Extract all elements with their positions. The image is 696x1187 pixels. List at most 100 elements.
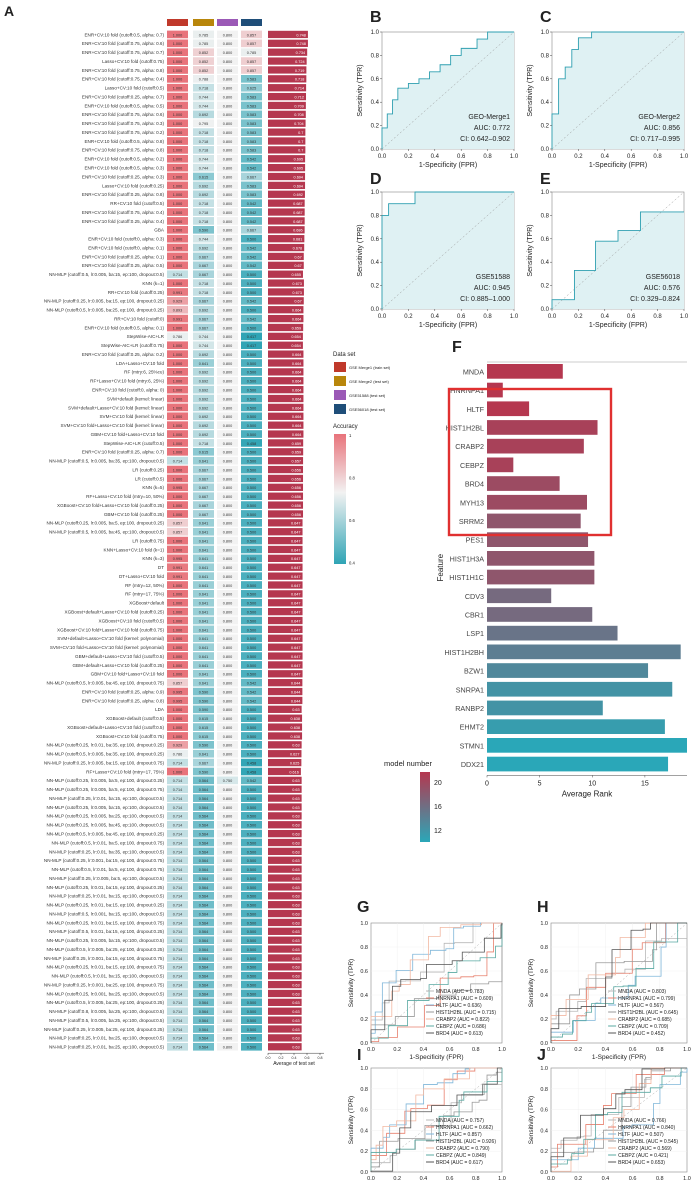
accuracy-value: 0.564 xyxy=(199,983,209,987)
model-row: KNN (k=3) 0.995 0.641 0.800 0.500 0.647 xyxy=(142,554,303,563)
model-name: ENR+CV:10 fold (cutoff:0.5, alpha: 0.3) xyxy=(84,166,164,171)
accuracy-value: 0.500 xyxy=(247,451,257,455)
accuracy-cell xyxy=(167,785,188,794)
gene-roc-curve xyxy=(550,1068,688,1172)
accuracy-value: 0.800 xyxy=(223,104,233,108)
accuracy-cell xyxy=(193,501,214,509)
dataset-header-swatch xyxy=(217,19,238,26)
accuracy-value: 0.641 xyxy=(199,593,209,597)
accuracy-cell xyxy=(241,252,262,261)
average-bar xyxy=(268,705,302,713)
accuracy-cell xyxy=(241,749,262,758)
accuracy-cell xyxy=(167,758,188,767)
roc-auc-label: AUC: 0.576 xyxy=(644,285,680,292)
accuracy-cell xyxy=(193,678,214,687)
accuracy-value: 0.800 xyxy=(223,841,233,845)
average-bar xyxy=(268,723,303,731)
accuracy-value: 0.542 xyxy=(247,211,257,215)
model-row: NN-MLP (cutoff:0.5, lr:0.005, ba:45, ep:… xyxy=(46,678,303,687)
model-row: ENR+CV:10 fold (cutoff:0.75, alpha: 0.2)… xyxy=(82,128,306,136)
accuracy-value: 0.800 xyxy=(223,877,233,881)
model-row: RF+Lasso+CV:10 fold (mtry:6, 25%) 1.000 0.… xyxy=(90,376,304,385)
accuracy-value: 1.000 xyxy=(173,646,183,650)
accuracy-value: 0.714 xyxy=(173,824,183,828)
model-name: ENR+CV:10 fold (cutoff:0.5, alpha: 0.1) xyxy=(84,325,164,330)
feature-label: HIST1H3A xyxy=(450,554,485,563)
model-row: NN-MLP (cutoff:0.25, lr:0.005, ba:5, ep:… xyxy=(49,874,302,882)
average-bar xyxy=(268,101,306,110)
accuracy-cell xyxy=(241,394,262,403)
accuracy-cell xyxy=(167,172,188,181)
roc-x-tick-label: 0.6 xyxy=(627,154,636,160)
accuracy-value: 0.542 xyxy=(247,167,257,171)
roc-ylabel: Sensitivity (TPR) xyxy=(528,959,535,1007)
roc-x-tick-label: 0.2 xyxy=(574,1176,582,1182)
model-name: ENR+CV:10 fold (cutoff:0, alpha: 0) xyxy=(92,388,164,393)
accuracy-cell xyxy=(167,590,188,598)
average-bar xyxy=(268,403,304,412)
accuracy-value: 0.800 xyxy=(223,406,233,410)
roc-y-tick-label: 0.0 xyxy=(540,1170,548,1176)
model-row: RF (mtry:6, 25%cu) 1.000 0.692 0.800 0.500 0.… xyxy=(124,368,304,376)
roc-ylabel: Sensitivity (TPR) xyxy=(357,64,364,116)
accuracy-value: 1.000 xyxy=(173,167,183,171)
accuracy-value: 0.785 xyxy=(199,42,209,46)
gene-roc-curve xyxy=(370,1067,502,1172)
average-value: 0.718 xyxy=(295,78,305,82)
accuracy-value: 0.750 xyxy=(223,779,233,783)
accuracy-cell xyxy=(217,678,238,687)
model-name: ENR+CV:10 fold (cutoff:0.25, alpha: 0.4) xyxy=(82,219,165,224)
model-row: ENR+CV:10 fold (cutoff:0.75, alpha: 0.4)… xyxy=(82,75,307,83)
accuracy-value: 0.718 xyxy=(199,211,209,215)
panel-a-tick-label: 0.0 xyxy=(266,1056,271,1060)
accuracy-cell xyxy=(167,803,188,811)
accuracy-value: 0.542 xyxy=(247,779,257,783)
accuracy-cell xyxy=(217,954,238,962)
accuracy-cell xyxy=(241,75,262,83)
accuracy-cell xyxy=(193,900,214,909)
feature-label: DDX21 xyxy=(461,760,484,769)
accuracy-value: 0.667 xyxy=(199,477,209,481)
model-row: ENR+CV:10 fold (cutoff:0.75, alpha: 0.6)… xyxy=(82,110,306,119)
model-row: XGBoost+default+Lasso+CV:10 fold (cutoff… xyxy=(67,723,303,731)
accuracy-value: 0.800 xyxy=(223,442,233,446)
roc-x-tick-label: 0.0 xyxy=(548,314,557,320)
accuracy-cell xyxy=(241,776,262,785)
accuracy-cell xyxy=(217,492,238,501)
accuracy-value: 0.615 xyxy=(199,735,209,739)
average-bar xyxy=(268,226,305,234)
accuracy-cell xyxy=(193,119,214,128)
accuracy-cell xyxy=(193,181,214,190)
accuracy-cell xyxy=(193,989,214,998)
model-name: ENR+CV:10 fold (cutoff:0.5, alpha: 0.5) xyxy=(84,103,164,108)
accuracy-cell xyxy=(241,519,262,527)
gene-legend-label: CRABP2 (AUC = 0.790) xyxy=(436,1146,490,1152)
accuracy-value: 1.000 xyxy=(173,637,183,641)
accuracy-value: 0.800 xyxy=(223,1019,233,1023)
average-value: 0.656 xyxy=(292,468,302,472)
average-bar xyxy=(268,572,303,580)
average-value: 0.656 xyxy=(292,477,302,481)
roc-y-tick-label: 0.0 xyxy=(541,147,550,153)
panel-h-label: H xyxy=(537,899,549,916)
model-row: NN-MLP (cutoff:0.25, lr:0.001, ba:15, ep… xyxy=(44,954,302,962)
average-value: 0.67 xyxy=(294,264,301,268)
accuracy-cell xyxy=(167,128,188,136)
accuracy-cell xyxy=(217,270,238,279)
accuracy-value: 0.590 xyxy=(199,770,209,774)
average-value: 0.63 xyxy=(292,779,299,783)
average-bar xyxy=(268,980,302,989)
accuracy-value: 0.564 xyxy=(199,841,209,845)
accuracy-value: 0.714 xyxy=(173,797,183,801)
accuracy-cell xyxy=(167,154,188,163)
accuracy-cell xyxy=(241,439,262,447)
model-name: NN-MLP (cutoff:0.25, lr:0.001, ba:25, ep… xyxy=(46,991,164,996)
accuracy-cell xyxy=(241,314,262,323)
roc-auc-label: AUC: 0.856 xyxy=(644,125,680,132)
accuracy-value: 0.800 xyxy=(223,539,233,543)
accuracy-cell xyxy=(241,110,262,119)
accuracy-value: 0.800 xyxy=(223,904,233,908)
roc-y-tick-label: 0.8 xyxy=(360,1087,368,1093)
accuracy-value: 0.800 xyxy=(223,655,233,659)
accuracy-cell xyxy=(217,439,238,447)
